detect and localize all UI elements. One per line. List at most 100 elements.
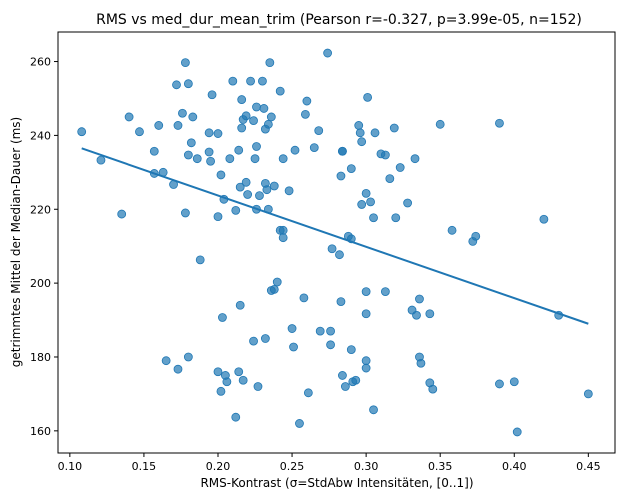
- data-point: [284, 186, 294, 196]
- data-point: [361, 309, 371, 319]
- data-point: [238, 375, 248, 385]
- data-point: [366, 197, 375, 207]
- data-point: [385, 174, 395, 184]
- data-point: [447, 225, 457, 235]
- data-point: [263, 119, 273, 129]
- data-point: [234, 367, 244, 377]
- data-point: [195, 255, 205, 265]
- data-point: [354, 121, 364, 130]
- data-point: [206, 156, 215, 166]
- data-point: [357, 137, 367, 147]
- data-point: [287, 324, 297, 333]
- data-point: [255, 191, 264, 200]
- data-point: [186, 138, 196, 148]
- data-point: [495, 118, 504, 128]
- data-point: [326, 326, 335, 336]
- data-point: [77, 127, 87, 137]
- data-point: [351, 375, 361, 385]
- data-point: [269, 285, 279, 294]
- data-point: [471, 231, 481, 241]
- data-point: [173, 121, 183, 130]
- data-point: [289, 342, 298, 352]
- chart-title: RMS vs med_dur_mean_trim (Pearson r=-0.3…: [96, 12, 582, 28]
- data-point: [253, 382, 263, 391]
- data-point: [583, 389, 593, 399]
- data-point: [246, 76, 255, 86]
- data-point: [262, 185, 272, 195]
- data-point: [241, 177, 251, 187]
- data-point: [259, 104, 269, 113]
- data-point: [380, 287, 390, 297]
- data-point: [380, 150, 390, 160]
- data-point: [335, 250, 344, 260]
- data-point: [309, 143, 319, 152]
- regression-line: [81, 147, 589, 325]
- data-point: [425, 309, 435, 319]
- data-point: [338, 146, 347, 156]
- data-point: [252, 142, 261, 151]
- data-point: [183, 79, 193, 89]
- data-point: [192, 154, 202, 164]
- data-point: [415, 294, 424, 304]
- plot-area: [77, 48, 593, 437]
- x-tick-label: 0.10: [58, 460, 83, 473]
- data-point: [355, 128, 365, 138]
- data-point: [290, 145, 300, 155]
- data-point: [183, 150, 193, 160]
- data-point: [161, 356, 171, 366]
- data-point: [369, 213, 378, 223]
- data-point: [336, 171, 346, 181]
- data-point: [231, 205, 241, 215]
- data-point: [183, 352, 193, 362]
- data-point: [149, 146, 159, 156]
- data-point: [416, 358, 426, 368]
- data-point: [338, 371, 347, 380]
- data-point: [250, 154, 260, 164]
- x-tick-label: 0.30: [354, 460, 379, 473]
- x-tick-label: 0.40: [502, 460, 527, 473]
- data-point: [249, 116, 258, 126]
- data-point: [228, 76, 238, 86]
- data-point: [302, 96, 312, 106]
- data-point: [252, 102, 261, 112]
- data-point: [260, 334, 270, 343]
- data-point: [218, 313, 227, 322]
- data-point: [135, 127, 144, 137]
- y-tick-label: 260: [30, 56, 51, 69]
- data-point: [117, 209, 127, 219]
- data-point: [258, 76, 267, 86]
- data-point: [237, 95, 247, 104]
- data-point: [389, 123, 399, 133]
- x-axis-label: RMS-Kontrast (σ=StdAbw Intensitäten, [0.…: [200, 476, 473, 490]
- data-point: [327, 244, 337, 254]
- data-point: [314, 126, 324, 136]
- x-tick-label: 0.45: [576, 460, 601, 473]
- data-point: [272, 277, 282, 287]
- y-axis: 160 180 200 220 240 260: [30, 56, 58, 438]
- data-point: [512, 427, 522, 437]
- data-point: [315, 326, 325, 336]
- data-point: [213, 129, 223, 138]
- data-point: [266, 112, 276, 122]
- data-point: [300, 109, 310, 119]
- data-point: [410, 154, 420, 164]
- data-point: [299, 293, 309, 303]
- data-point: [509, 377, 519, 387]
- data-point: [395, 163, 405, 172]
- data-point: [265, 58, 275, 68]
- data-point: [278, 225, 288, 235]
- data-point: [539, 214, 549, 224]
- data-point: [188, 112, 198, 122]
- data-point: [369, 405, 378, 415]
- data-point: [225, 154, 235, 164]
- x-tick-label: 0.20: [206, 460, 231, 473]
- data-point: [173, 364, 183, 374]
- data-point: [249, 336, 258, 346]
- data-point: [269, 181, 279, 191]
- data-point: [278, 154, 288, 164]
- data-point: [412, 310, 421, 320]
- data-point: [323, 48, 333, 58]
- data-point: [346, 345, 356, 354]
- data-point: [216, 170, 226, 180]
- data-point: [237, 123, 247, 133]
